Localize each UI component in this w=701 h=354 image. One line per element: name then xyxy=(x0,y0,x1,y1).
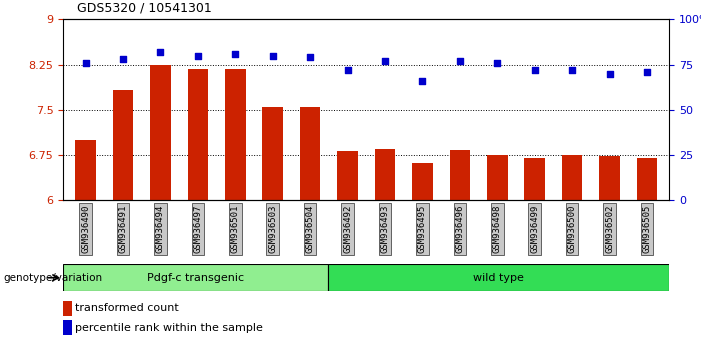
Point xyxy=(155,49,166,55)
Text: GSM936491: GSM936491 xyxy=(118,205,128,253)
Bar xyxy=(524,158,545,200)
Text: GSM936497: GSM936497 xyxy=(193,205,203,253)
Text: GSM936505: GSM936505 xyxy=(643,205,651,253)
Point xyxy=(379,58,390,64)
Bar xyxy=(75,140,96,200)
Bar xyxy=(637,158,658,200)
Point xyxy=(641,69,653,75)
Text: GSM936502: GSM936502 xyxy=(605,205,614,253)
Point xyxy=(192,53,203,58)
Text: GSM936495: GSM936495 xyxy=(418,205,427,253)
Text: GSM936498: GSM936498 xyxy=(493,205,502,253)
Text: GSM936504: GSM936504 xyxy=(306,205,315,253)
Point xyxy=(454,58,465,64)
Point xyxy=(267,53,278,58)
Bar xyxy=(150,64,171,200)
Text: GSM936500: GSM936500 xyxy=(568,205,577,253)
Bar xyxy=(487,155,508,200)
Bar xyxy=(225,69,245,200)
Bar xyxy=(412,163,433,200)
Point xyxy=(230,51,241,57)
Text: GSM936493: GSM936493 xyxy=(381,205,390,253)
Text: GSM936503: GSM936503 xyxy=(268,205,277,253)
Point xyxy=(80,60,91,65)
Point xyxy=(117,56,128,62)
Point xyxy=(417,78,428,84)
Bar xyxy=(300,107,320,200)
Bar xyxy=(63,301,72,316)
Bar xyxy=(562,155,583,200)
Bar xyxy=(337,151,358,200)
Text: GSM936501: GSM936501 xyxy=(231,205,240,253)
Bar xyxy=(449,150,470,200)
Bar xyxy=(188,69,208,200)
Bar xyxy=(63,264,328,291)
Point xyxy=(529,67,540,73)
Text: GSM936496: GSM936496 xyxy=(456,205,464,253)
Bar xyxy=(113,91,133,200)
Text: GSM936490: GSM936490 xyxy=(81,205,90,253)
Bar xyxy=(262,107,283,200)
Point xyxy=(491,60,503,65)
Bar xyxy=(63,320,72,335)
Text: GDS5320 / 10541301: GDS5320 / 10541301 xyxy=(77,1,212,14)
Text: GSM936494: GSM936494 xyxy=(156,205,165,253)
Text: GSM936492: GSM936492 xyxy=(343,205,352,253)
Bar xyxy=(599,156,620,200)
Text: GSM936499: GSM936499 xyxy=(530,205,539,253)
Point xyxy=(304,55,315,60)
Text: percentile rank within the sample: percentile rank within the sample xyxy=(76,322,264,333)
Point xyxy=(342,67,353,73)
Bar xyxy=(328,264,669,291)
Point xyxy=(604,71,615,76)
Bar xyxy=(375,149,395,200)
Text: wild type: wild type xyxy=(473,273,524,283)
Text: genotype/variation: genotype/variation xyxy=(4,273,102,283)
Point xyxy=(566,67,578,73)
Text: transformed count: transformed count xyxy=(76,303,179,313)
Text: Pdgf-c transgenic: Pdgf-c transgenic xyxy=(147,273,244,283)
